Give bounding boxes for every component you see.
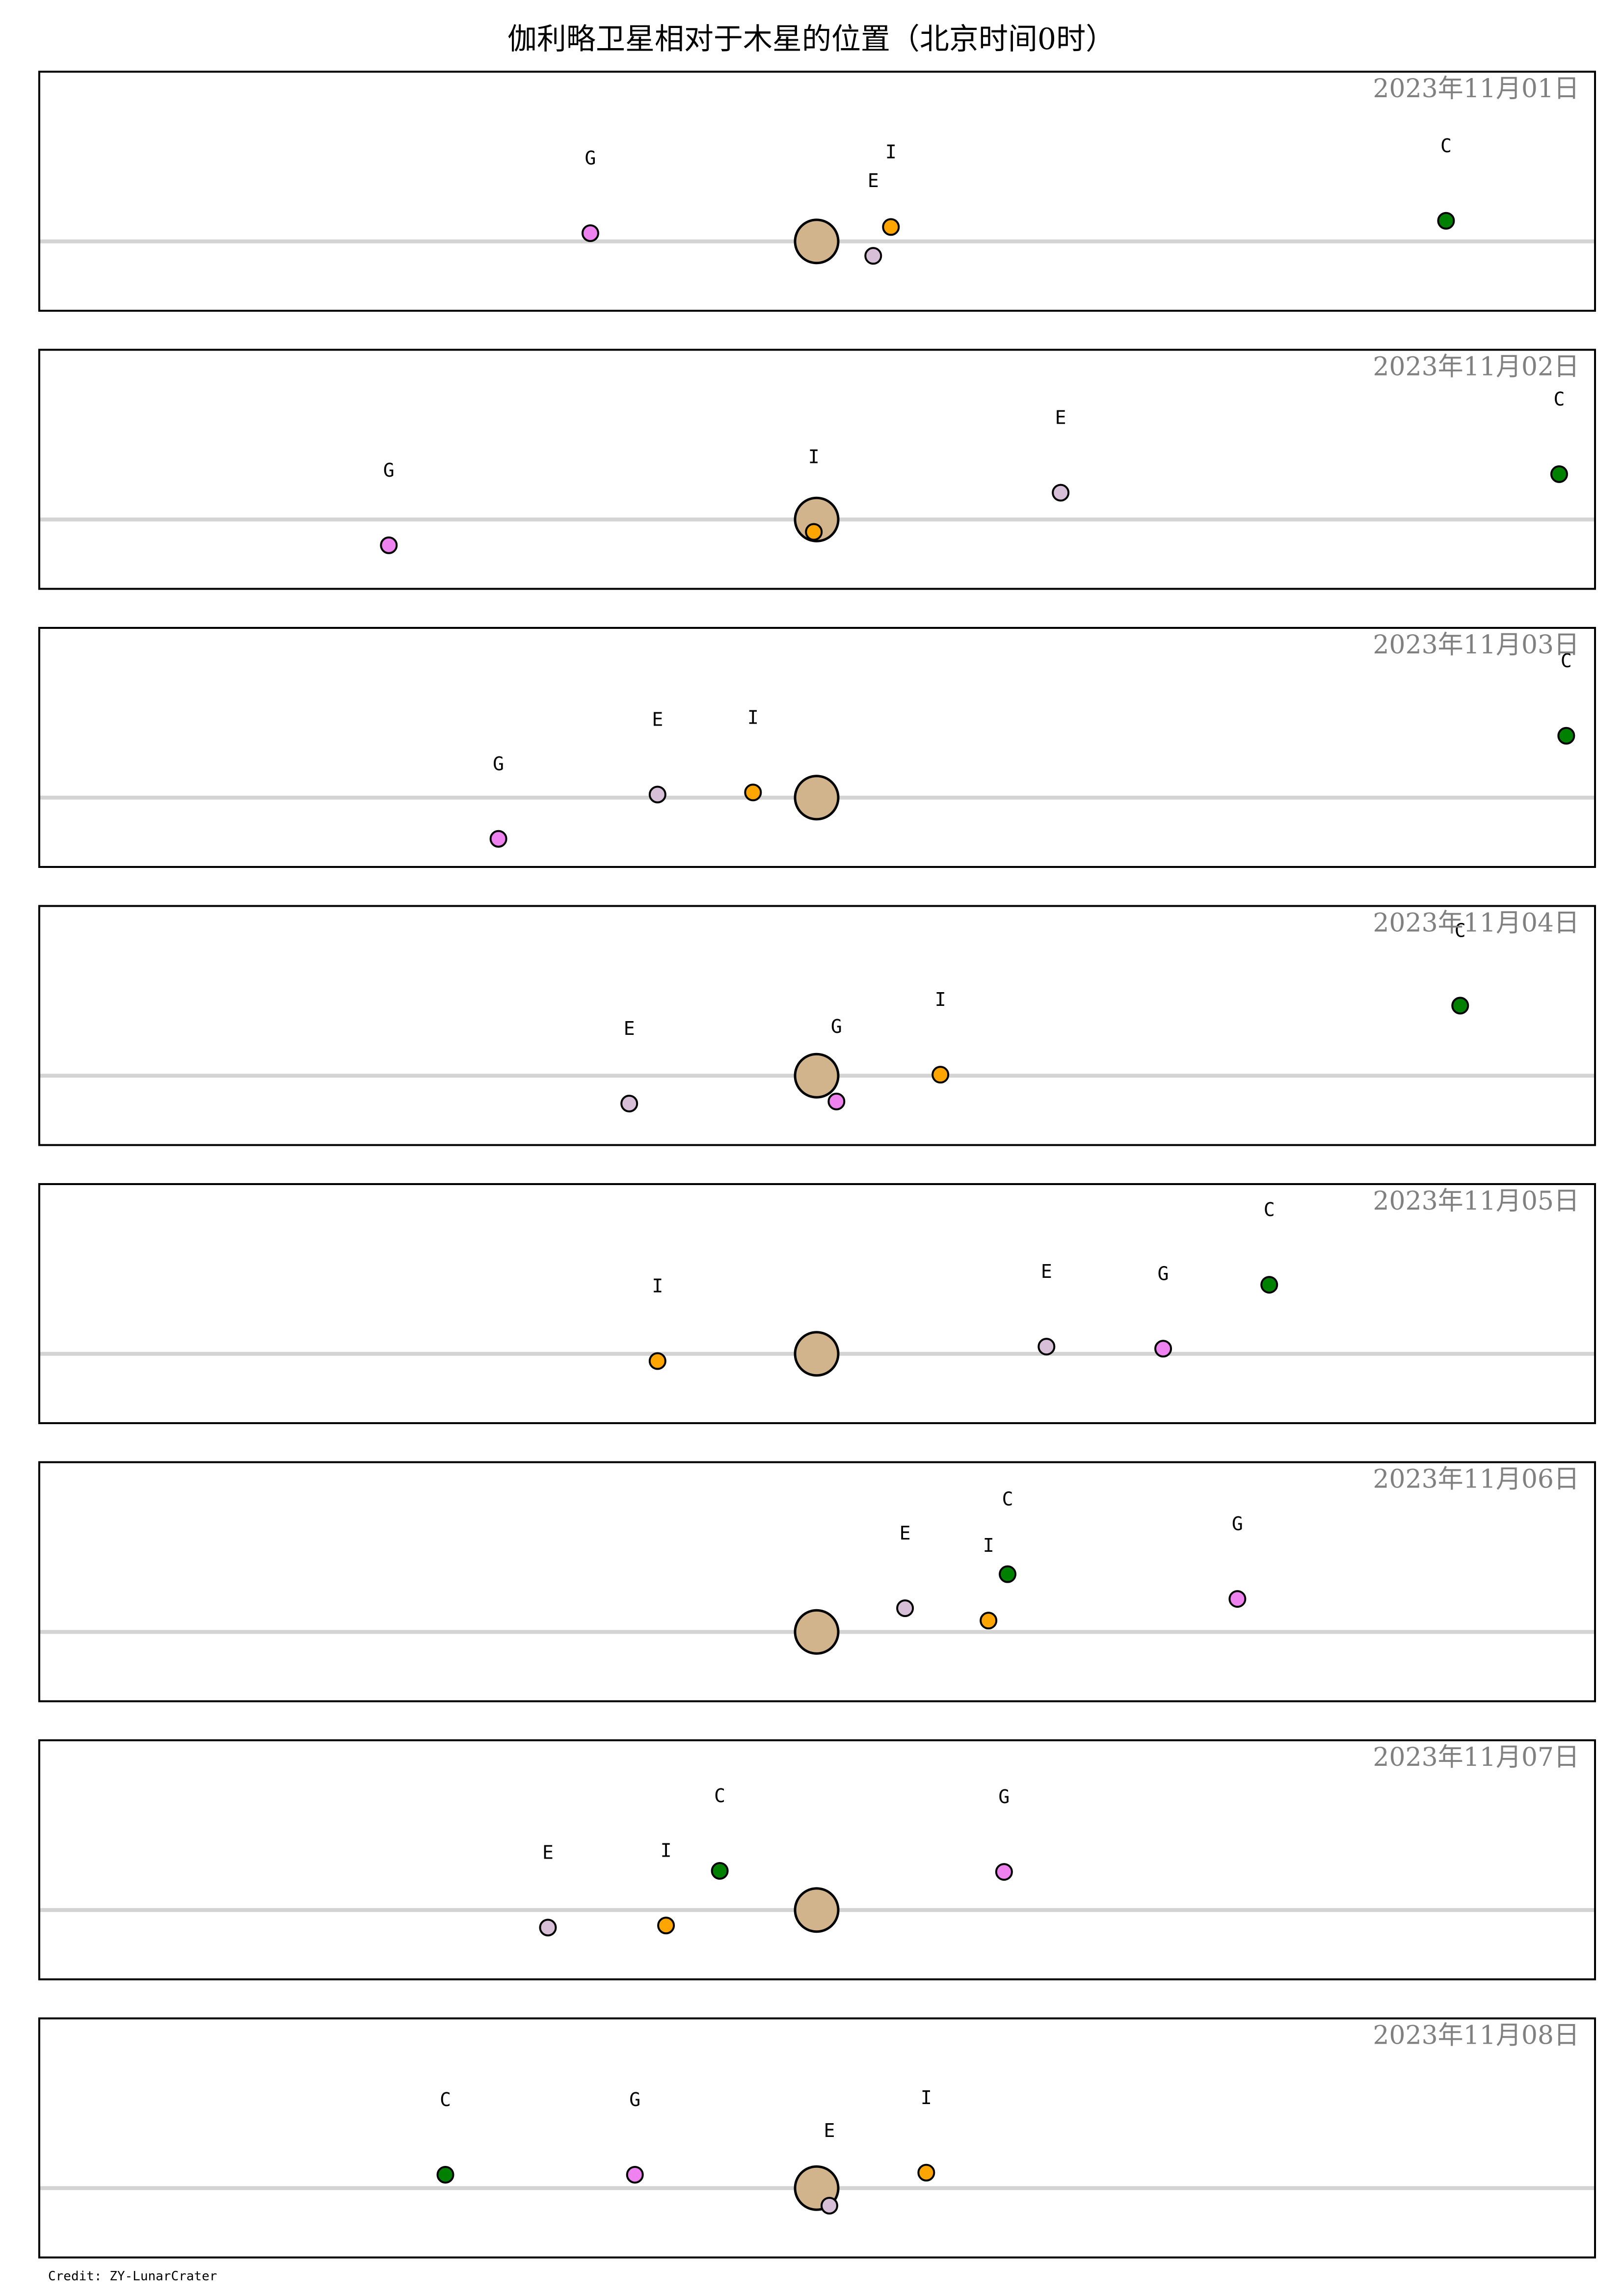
moon-label-E: E [824,2120,835,2141]
jupiter-marker [794,218,840,265]
moon-marker-G [489,830,507,848]
jupiter-marker [794,1053,840,1099]
moon-label-I: I [747,706,759,728]
moon-marker-E [620,1094,639,1112]
moon-label-E: E [652,708,663,730]
moon-marker-G [995,1863,1013,1881]
moon-marker-E [820,2196,838,2215]
moon-label-G: G [1158,1263,1169,1284]
panel-frame [38,905,1596,1146]
moon-label-E: E [542,1841,554,1863]
panel-date-label: 2023年11月01日 [1373,74,1579,104]
moon-marker-C [1557,727,1575,745]
moon-marker-C [711,1862,729,1880]
panel-frame [38,71,1596,312]
panel-frame [38,627,1596,868]
moon-label-C: C [440,2089,451,2110]
panel: I E G C 2023年11月07日 [38,1739,1596,1980]
moon-marker-G [1154,1340,1172,1358]
moon-label-E: E [1041,1261,1052,1282]
moon-label-I: I [661,1839,672,1861]
panels-group: IEGC2023年11月01日IEGC2023年11月02日IEGC2023年1… [38,71,1596,2259]
moon-marker-I [882,218,900,236]
moon-label-G: G [1232,1513,1243,1535]
moon-label-I: I [652,1275,663,1297]
moon-marker-G [380,536,398,554]
panel: I E G C 2023年11月05日 [38,1183,1596,1424]
panel-date-label: 2023年11月08日 [1373,2021,1579,2051]
panel-date-label: 2023年11月03日 [1373,630,1579,660]
panel-date-label: 2023年11月04日 [1373,909,1579,938]
jupiter-marker [794,1887,840,1933]
moon-label-G: G [629,2089,640,2110]
moon-marker-C [1550,465,1568,483]
moon-marker-G [1228,1590,1247,1608]
moon-label-C: C [714,1785,725,1807]
moon-label-I: I [983,1535,994,1556]
panel: I E G C 2023年11月08日 [38,2017,1596,2259]
moon-marker-C [436,2165,454,2184]
moon-marker-E [539,1918,557,1937]
moon-label-C: C [1554,388,1565,410]
moon-label-G: G [493,753,504,775]
moon-marker-I [657,1917,675,1935]
moon-marker-E [864,247,882,265]
moon-label-I: I [935,989,946,1010]
moon-label-E: E [900,1522,911,1544]
jupiter-marker [794,1609,840,1655]
panel-frame [38,349,1596,590]
moon-label-G: G [998,1786,1010,1808]
moon-marker-C [1437,212,1455,230]
jupiter-marker [794,1331,840,1377]
moon-marker-G [626,2165,644,2184]
moon-marker-I [744,783,762,802]
moon-label-G: G [383,459,395,481]
moon-marker-I [980,1612,998,1630]
moon-marker-I [648,1352,666,1370]
panel: I E G C 2023年11月02日 [38,349,1596,590]
panel-date-label: 2023年11月07日 [1373,1743,1579,1772]
moon-marker-I [917,2163,935,2182]
panel-frame [38,2017,1596,2259]
jupiter-marker [794,775,840,821]
moon-marker-G [581,224,599,242]
panel-date-label: 2023年11月06日 [1373,1465,1579,1494]
moon-label-C: C [1264,1199,1275,1220]
moon-label-E: E [1055,407,1066,429]
moon-marker-I [805,523,823,541]
moon-label-C: C [1455,919,1466,941]
moon-label-G: G [585,147,596,169]
moon-label-C: C [1002,1488,1013,1510]
panel-frame [38,1739,1596,1980]
moon-marker-E [648,785,666,804]
moon-label-I: I [808,446,820,467]
credit-text: Credit: ZY-LunarCrater [48,2269,217,2284]
panel-date-label: 2023年11月02日 [1373,352,1579,382]
moon-label-I: I [921,2087,932,2108]
moon-label-G: G [831,1016,842,1037]
moon-marker-E [1038,1338,1056,1356]
moon-label-I: I [885,141,897,162]
panel: IE G C 2023年11月01日 [38,71,1596,312]
chart-title: 伽利略卫星相对于木星的位置（北京时间0时） [507,22,1115,56]
moon-marker-G [827,1092,846,1110]
moon-label-E: E [868,170,879,191]
panel-frame [38,1183,1596,1424]
moon-label-E: E [624,1018,635,1039]
moon-marker-C [1260,1276,1278,1294]
moon-label-C: C [1561,650,1572,672]
moon-marker-E [896,1599,914,1617]
panel: I E G C 2023年11月06日 [38,1461,1596,1702]
panel-frame [38,1461,1596,1702]
moon-marker-E [1052,484,1070,502]
moon-marker-C [1451,997,1469,1015]
panel-date-label: 2023年11月05日 [1373,1187,1579,1216]
moon-marker-I [931,1066,950,1084]
moon-label-C: C [1440,135,1452,157]
moon-marker-C [999,1565,1017,1583]
